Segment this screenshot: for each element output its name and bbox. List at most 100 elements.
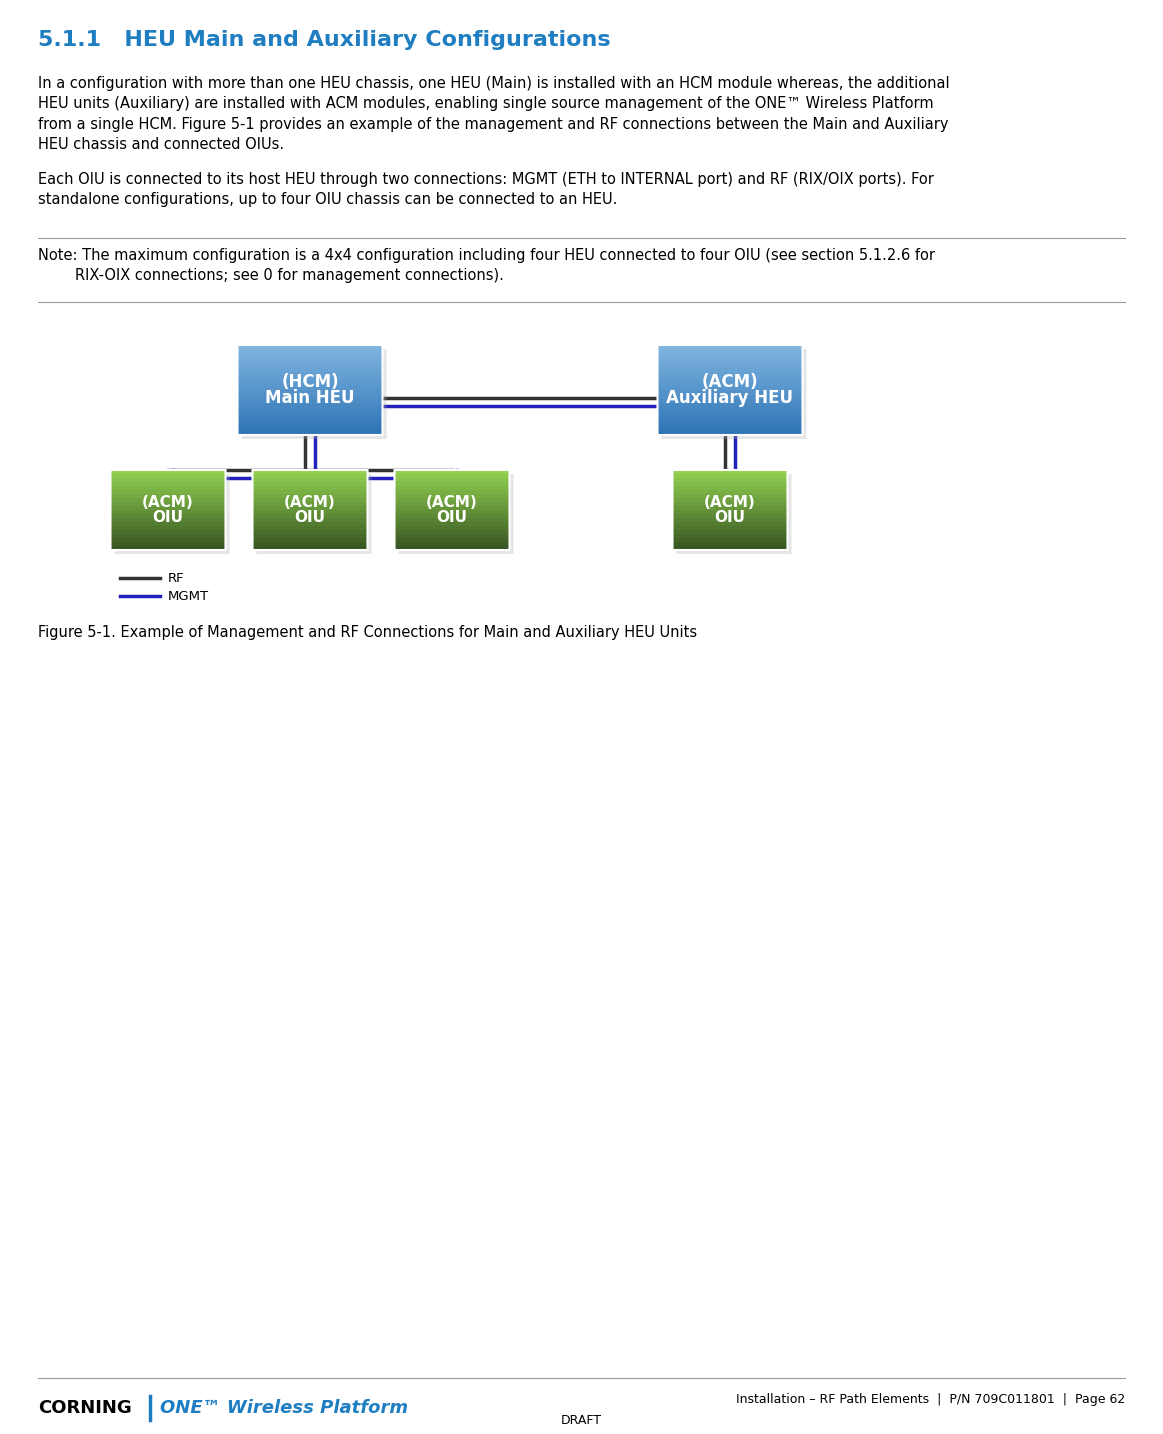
Bar — [394, 538, 509, 542]
Bar — [237, 399, 383, 403]
Bar — [237, 413, 383, 417]
Bar — [110, 470, 226, 475]
Bar — [252, 542, 368, 546]
Bar — [657, 386, 802, 390]
Bar — [657, 422, 802, 426]
Bar — [394, 486, 509, 490]
Bar — [252, 546, 368, 551]
Bar — [110, 531, 226, 533]
Bar — [110, 542, 226, 546]
Bar — [394, 493, 509, 498]
Bar — [394, 526, 509, 531]
Bar — [237, 363, 383, 367]
Text: OIU: OIU — [294, 511, 326, 525]
Bar — [394, 511, 509, 513]
FancyBboxPatch shape — [677, 475, 792, 554]
Bar — [394, 490, 509, 493]
Bar — [252, 482, 368, 486]
Bar — [252, 502, 368, 506]
Bar — [672, 470, 787, 475]
Bar — [672, 482, 787, 486]
Bar — [252, 470, 368, 475]
Bar — [394, 506, 509, 511]
Bar — [110, 493, 226, 498]
Bar — [657, 354, 802, 358]
Bar — [672, 526, 787, 531]
FancyBboxPatch shape — [662, 348, 806, 439]
Text: Figure 5-1. Example of Management and RF Connections for Main and Auxiliary HEU : Figure 5-1. Example of Management and RF… — [38, 625, 697, 640]
Bar — [237, 394, 383, 399]
Bar — [110, 511, 226, 513]
Bar — [110, 513, 226, 518]
Bar — [394, 498, 509, 502]
Bar — [657, 367, 802, 371]
Text: (ACM): (ACM) — [426, 495, 478, 511]
Bar — [672, 538, 787, 542]
Bar — [394, 533, 509, 538]
Bar — [672, 533, 787, 538]
Bar — [672, 531, 787, 533]
Bar — [657, 358, 802, 363]
Bar — [110, 498, 226, 502]
Bar — [394, 546, 509, 551]
Bar — [672, 522, 787, 526]
Bar — [657, 377, 802, 381]
Bar — [657, 430, 802, 435]
Text: (ACM): (ACM) — [704, 495, 756, 511]
Bar — [252, 526, 368, 531]
Bar — [672, 486, 787, 490]
Bar — [657, 381, 802, 386]
Bar — [672, 513, 787, 518]
Bar — [657, 413, 802, 417]
Bar — [237, 346, 383, 350]
Text: ONE™ Wireless Platform: ONE™ Wireless Platform — [160, 1400, 408, 1417]
Bar — [394, 502, 509, 506]
Bar — [110, 490, 226, 493]
Bar — [237, 371, 383, 377]
Text: (ACM): (ACM) — [142, 495, 194, 511]
Bar — [672, 506, 787, 511]
Bar — [237, 409, 383, 413]
Bar — [237, 381, 383, 386]
Text: MGMT: MGMT — [167, 589, 209, 602]
Bar — [237, 358, 383, 363]
Text: CORNING: CORNING — [38, 1400, 131, 1417]
Bar — [237, 354, 383, 358]
Bar — [110, 486, 226, 490]
Bar — [394, 470, 509, 475]
Bar — [252, 506, 368, 511]
Bar — [657, 417, 802, 422]
Text: Note: The maximum configuration is a 4x4 configuration including four HEU connec: Note: The maximum configuration is a 4x4… — [38, 248, 935, 284]
Text: Installation – RF Path Elements  |  P/N 709C011801  |  Page 62: Installation – RF Path Elements | P/N 70… — [736, 1394, 1125, 1407]
Bar — [672, 490, 787, 493]
Bar — [110, 533, 226, 538]
FancyBboxPatch shape — [399, 475, 514, 554]
Bar — [252, 522, 368, 526]
Bar — [672, 511, 787, 513]
Bar — [252, 513, 368, 518]
Bar — [252, 478, 368, 482]
Bar — [394, 478, 509, 482]
Bar — [672, 493, 787, 498]
Bar — [252, 511, 368, 513]
Text: RF: RF — [167, 572, 185, 585]
Text: Auxiliary HEU: Auxiliary HEU — [666, 389, 793, 407]
Bar — [657, 346, 802, 350]
Text: OIU: OIU — [714, 511, 745, 525]
Bar — [252, 498, 368, 502]
Bar — [657, 409, 802, 413]
Bar — [394, 518, 509, 522]
Bar — [252, 490, 368, 493]
Text: DRAFT: DRAFT — [561, 1414, 601, 1427]
Bar — [237, 430, 383, 435]
Text: Each OIU is connected to its host HEU through two connections: MGMT (ETH to INTE: Each OIU is connected to its host HEU th… — [38, 172, 934, 208]
Bar — [672, 518, 787, 522]
Bar — [394, 475, 509, 478]
Bar — [657, 394, 802, 399]
Bar — [252, 533, 368, 538]
Bar — [110, 482, 226, 486]
Bar — [237, 377, 383, 381]
Bar — [657, 350, 802, 354]
Bar — [672, 498, 787, 502]
Bar — [672, 542, 787, 546]
